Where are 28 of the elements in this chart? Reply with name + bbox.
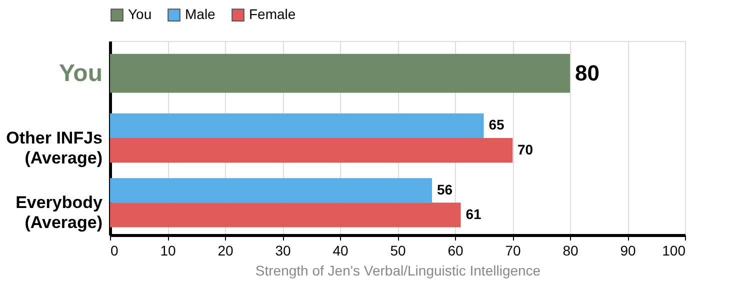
x-tick-label: 100: [662, 242, 686, 258]
bar: [110, 54, 570, 93]
x-tick-label: 40: [332, 242, 348, 258]
data-label: 70: [518, 141, 534, 158]
legend-label: Female: [249, 6, 296, 22]
x-tick-label: 20: [218, 242, 234, 258]
x-tick-label: 70: [505, 242, 521, 258]
x-tick-label: 80: [562, 242, 578, 258]
data-label: 61: [466, 206, 482, 222]
x-tick-label: 10: [160, 242, 176, 258]
bar: [110, 138, 512, 163]
data-label: 56: [437, 181, 453, 198]
x-tick-label: 50: [390, 242, 406, 258]
data-label: 65: [488, 116, 505, 133]
x-tick-label: 60: [448, 242, 464, 258]
x-tick-label: 30: [275, 242, 291, 258]
data-label: 80: [575, 60, 600, 86]
bar: [110, 113, 484, 138]
x-tick-label: 0: [110, 242, 118, 258]
bar: [110, 178, 432, 203]
bar: [110, 202, 461, 228]
legend-label: You: [128, 6, 152, 22]
y-tick-label: Everybody (Average): [16, 193, 104, 232]
legend-label: Male: [185, 6, 216, 22]
x-axis-title: Strength of Jen's Verbal/Linguistic Intelligence: [255, 262, 541, 278]
x-tick-label: 90: [620, 242, 636, 258]
y-tick-label: Other INFJs (Average): [6, 128, 102, 168]
y-tick-label: You: [58, 60, 102, 87]
